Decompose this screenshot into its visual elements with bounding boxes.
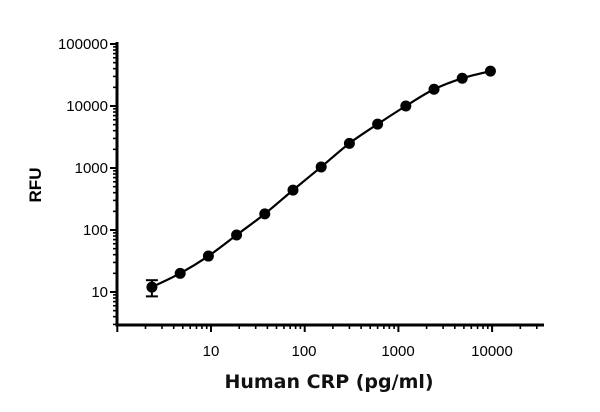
- data-point-marker: [456, 72, 468, 84]
- data-point-marker: [259, 208, 271, 220]
- data-point-marker: [484, 65, 496, 77]
- y-tick-10: 10: [91, 284, 108, 301]
- data-point-marker: [315, 161, 327, 173]
- data-point-marker: [287, 184, 299, 196]
- data-point-marker: [343, 137, 355, 149]
- y-tick-100000: 100000: [58, 36, 108, 53]
- x-axis-title: Human CRP (pg/ml): [224, 371, 433, 393]
- data-point-marker: [174, 267, 186, 279]
- data-point-marker: [400, 100, 412, 112]
- x-tick-10: 10: [203, 343, 220, 360]
- data-point-marker: [372, 118, 384, 130]
- x-axis-tick-labels: 10 100 1000 10000: [203, 343, 513, 360]
- x-tick-10000: 10000: [471, 343, 513, 360]
- y-tick-100: 100: [83, 222, 108, 239]
- data-point-marker: [202, 250, 214, 262]
- y-axis-title: RFU: [26, 168, 45, 203]
- fit-curve-line: [151, 70, 491, 289]
- data-point-marker: [146, 281, 158, 293]
- data-point-marker: [231, 229, 243, 241]
- y-tick-10000: 10000: [66, 98, 108, 115]
- data-point-marker: [428, 83, 440, 95]
- y-tick-1000: 1000: [75, 160, 108, 177]
- y-axis-tick-labels: 100000 10000 1000 100 10: [58, 36, 108, 301]
- x-tick-100: 100: [291, 343, 316, 360]
- data-points: [146, 65, 496, 293]
- x-tick-1000: 1000: [381, 343, 414, 360]
